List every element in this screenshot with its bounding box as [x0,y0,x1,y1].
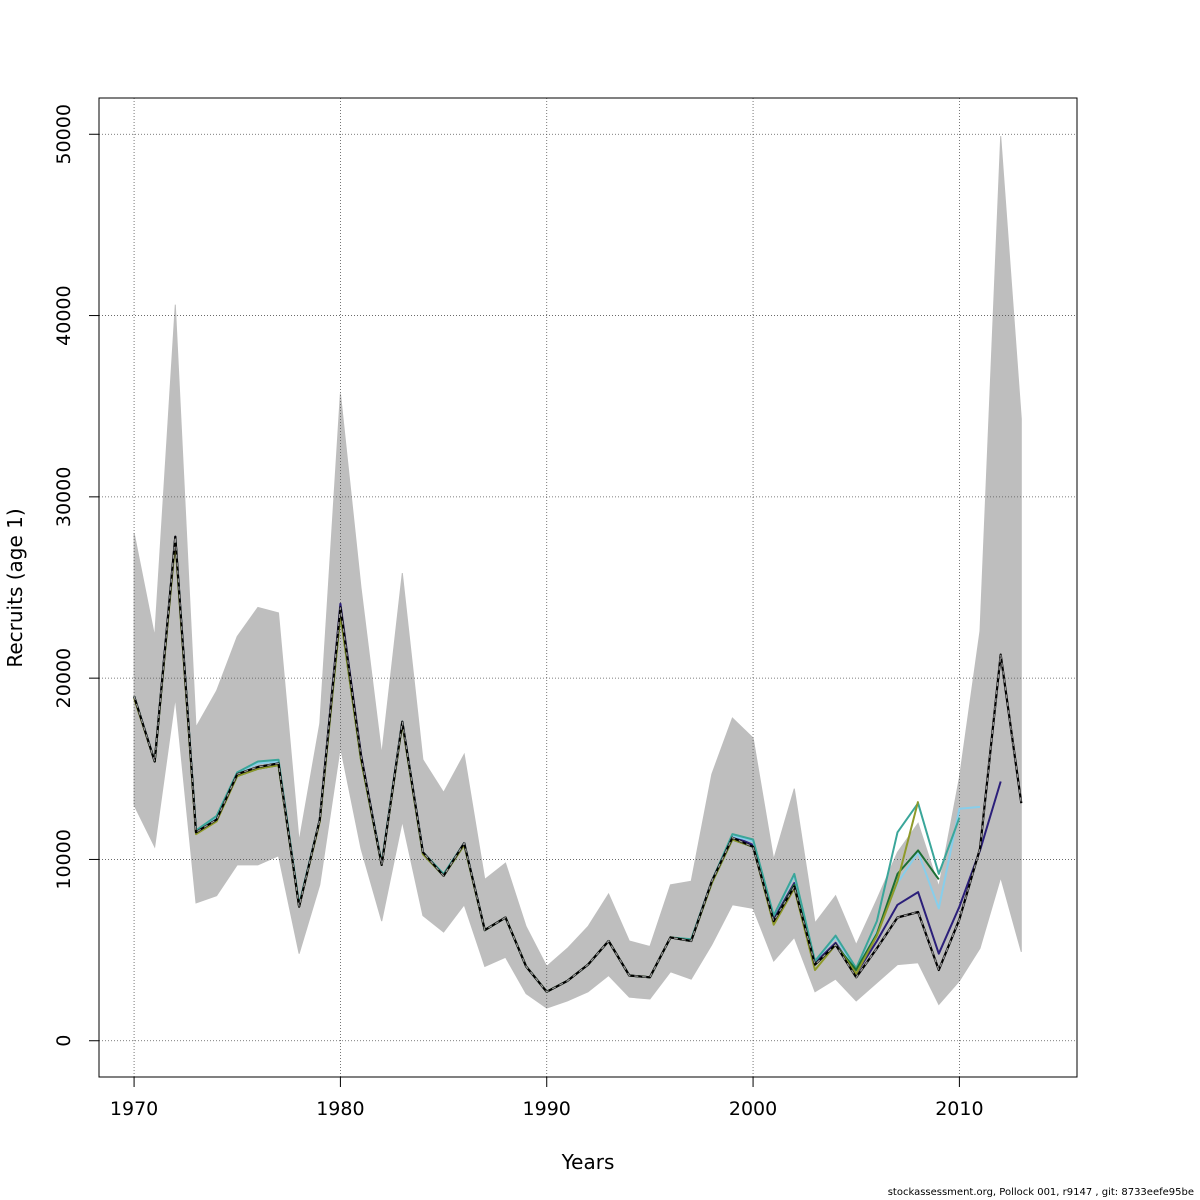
x-tick-label: 1980 [316,1098,364,1120]
series-line-0-dash [133,536,1022,993]
x-tick-label: 1970 [110,1098,158,1120]
y-tick-label: 50000 [53,104,75,164]
x-tick-label: 2000 [729,1098,777,1120]
confidence-band [133,136,1022,1009]
x-tick-label: 1990 [523,1098,571,1120]
y-axis-title: Recruits (age 1) [3,508,27,667]
y-axis: 0 10000 20000 30000 40000 50000 [53,104,100,1047]
x-axis: 1970 1980 1990 2000 2010 [110,1076,984,1120]
y-tick-label: 30000 [53,467,75,527]
x-tick-label: 2010 [935,1098,983,1120]
y-tick-label: 0 [53,1035,75,1047]
footer-credit: stockassessment.org, Pollock 001, r9147 … [887,1187,1194,1198]
x-axis-title: Years [561,1150,615,1174]
series-lines [133,535,1023,993]
confidence-band-area [133,136,1022,1009]
y-tick-label: 40000 [53,285,75,345]
y-tick-label: 10000 [53,829,75,889]
y-tick-label: 20000 [53,648,75,708]
grid-lines [99,98,1077,1077]
